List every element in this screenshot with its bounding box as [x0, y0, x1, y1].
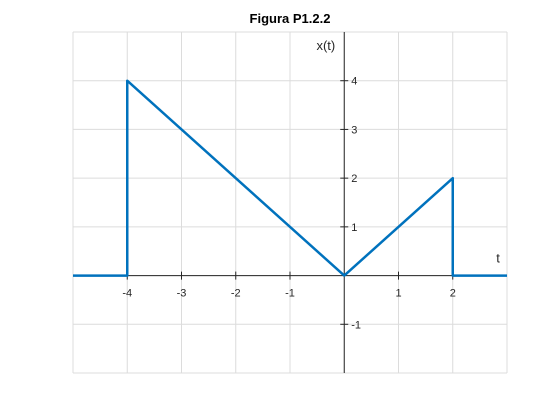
x-tick-label: -1 [285, 288, 295, 300]
x-tick-label: 2 [450, 288, 456, 300]
y-tick-label: -1 [351, 319, 361, 331]
x-tick-label: -3 [177, 288, 187, 300]
y-axis-ticks: -1 1 2 3 4 [340, 76, 361, 331]
x-tick-label: -4 [122, 288, 132, 300]
x-tick-label: -2 [231, 288, 241, 300]
chart-title: Figura P1.2.2 [250, 11, 331, 26]
x-tick-label: 1 [395, 288, 401, 300]
y-tick-label: 3 [351, 124, 357, 136]
series-group [73, 79, 507, 277]
x-axis-label: t [496, 251, 500, 266]
y-tick-label: 4 [351, 76, 357, 88]
y-tick-label: 1 [351, 222, 357, 234]
y-axis-label: x(t) [316, 38, 335, 53]
y-tick-label: 2 [351, 173, 357, 185]
series-line [73, 79, 507, 277]
